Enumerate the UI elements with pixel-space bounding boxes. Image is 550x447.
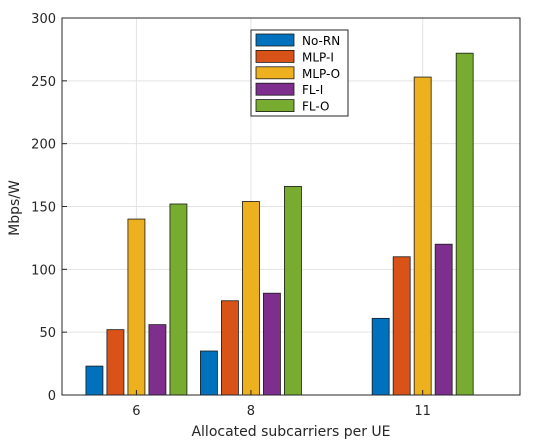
x-tick-label: 8 bbox=[247, 404, 255, 419]
bar-no-rn-11 bbox=[371, 317, 390, 396]
y-axis-label: Mbps/W bbox=[7, 180, 23, 236]
legend-swatch-no-rn bbox=[255, 33, 295, 47]
x-axis-label: Allocated subcarriers per UE bbox=[191, 424, 390, 440]
y-tick-label: 50 bbox=[39, 326, 56, 341]
y-tick-label: 100 bbox=[31, 263, 56, 278]
y-tick-label: 150 bbox=[31, 201, 56, 216]
legend-label-mlp-i: MLP-I bbox=[302, 50, 334, 64]
x-tick-label: 11 bbox=[414, 404, 431, 419]
x-tick-label: 6 bbox=[132, 404, 140, 419]
legend-swatch-fl-i bbox=[255, 82, 295, 96]
bar-mlp-i-6 bbox=[106, 329, 125, 396]
legend-swatch-mlp-i bbox=[255, 50, 295, 63]
legend: No-RN MLP-I MLP-O FL-I FL-O bbox=[250, 29, 349, 117]
bar-mlp-o-6 bbox=[127, 218, 146, 396]
legend-label-mlp-o: MLP-O bbox=[302, 67, 340, 81]
bar-no-rn-6 bbox=[85, 365, 104, 396]
x-axis-ticks: 6 8 11 bbox=[132, 390, 431, 419]
legend-label-no-rn: No-RN bbox=[302, 34, 340, 48]
bar-mlp-i-11 bbox=[392, 256, 411, 396]
legend-label-fl-i: FL-I bbox=[302, 83, 323, 97]
y-tick-label: 250 bbox=[31, 75, 56, 90]
bar-fl-o-11 bbox=[455, 52, 474, 396]
bar-mlp-i-8 bbox=[221, 300, 239, 396]
bar-mlp-o-8 bbox=[242, 201, 260, 396]
y-tick-label: 0 bbox=[48, 389, 56, 404]
y-tick-label: 300 bbox=[31, 12, 56, 27]
bar-fl-i-8 bbox=[263, 292, 281, 396]
bar-fl-i-6 bbox=[148, 324, 167, 396]
y-axis-ticks: 0 50 100 150 200 250 300 bbox=[31, 12, 67, 404]
bar-no-rn-8 bbox=[200, 350, 218, 396]
legend-swatch-fl-o bbox=[255, 99, 295, 112]
bar-fl-o-6 bbox=[169, 203, 188, 396]
bar-mlp-o-11 bbox=[413, 76, 432, 396]
y-tick-label: 200 bbox=[31, 138, 56, 153]
bar-fl-i-11 bbox=[434, 243, 453, 396]
legend-swatch-mlp-o bbox=[255, 66, 295, 80]
legend-label-fl-o: FL-O bbox=[302, 100, 330, 114]
bars bbox=[85, 52, 474, 396]
bar-fl-o-8 bbox=[284, 185, 302, 396]
